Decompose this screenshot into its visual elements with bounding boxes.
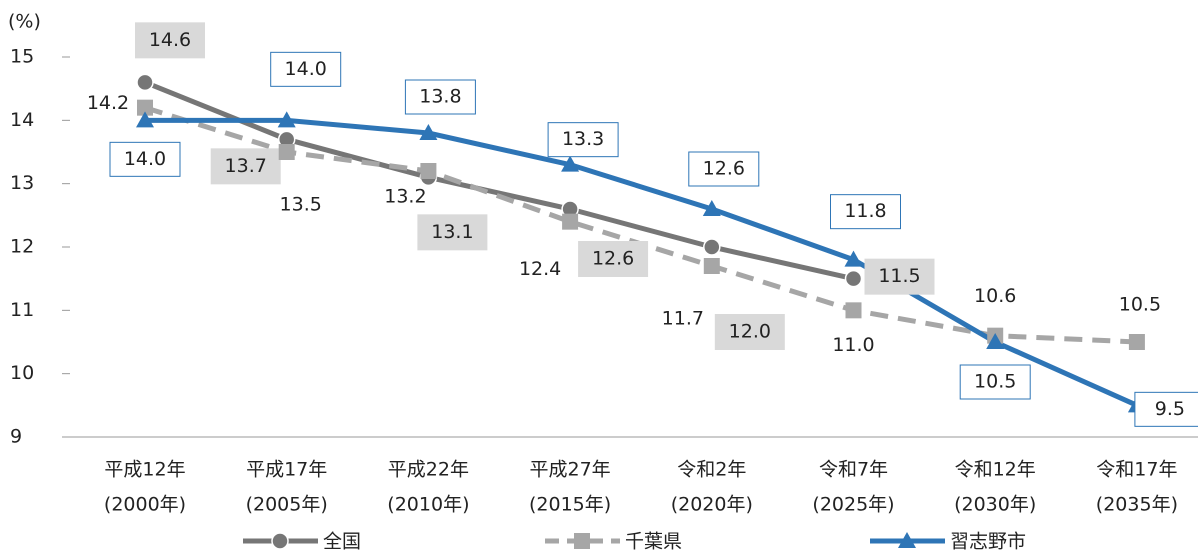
legend-label: 習志野市	[950, 531, 1026, 553]
label-box	[864, 258, 935, 295]
x-tick-label: (2030年)	[954, 494, 1036, 516]
label-box	[688, 151, 760, 187]
x-tick-label: 平成12年	[104, 459, 185, 481]
data-point	[137, 99, 153, 116]
legend-marker	[574, 533, 590, 549]
y-tick-label: 14	[10, 109, 34, 131]
y-tick-label: 11	[10, 299, 34, 321]
data-point	[278, 144, 295, 160]
x-tick-label: (2005年)	[246, 494, 328, 516]
label-box	[830, 194, 901, 230]
x-tick-label: 平成27年	[530, 459, 611, 481]
data-label: 14.0	[124, 148, 166, 170]
data-label: 13.3	[562, 128, 604, 150]
x-tick-label: 令和17年	[1096, 459, 1177, 481]
data-label: 11.8	[844, 200, 886, 222]
label-box	[270, 51, 342, 87]
data-label: 12.6	[703, 158, 745, 180]
y-axis-label: (%)	[8, 11, 41, 33]
data-point	[136, 111, 154, 128]
data-point	[561, 155, 580, 172]
data-point	[986, 333, 1005, 349]
data-label: 11.5	[878, 265, 920, 287]
y-tick-label: 15	[10, 46, 34, 68]
label-box	[210, 148, 281, 185]
data-label: 14.0	[285, 58, 327, 80]
data-point	[845, 302, 862, 319]
x-tick-label: 平成22年	[388, 459, 469, 481]
data-point	[420, 163, 437, 179]
data-label: 13.7	[225, 155, 267, 177]
label-box	[417, 214, 488, 251]
label-box	[714, 314, 785, 350]
data-label: 13.1	[431, 221, 473, 243]
data-point	[844, 269, 863, 288]
data-point	[562, 213, 579, 230]
y-tick-label: 9	[10, 426, 22, 448]
data-label: 14.2	[87, 92, 129, 114]
data-point	[1128, 334, 1145, 350]
label-box	[109, 141, 181, 177]
data-point	[703, 238, 721, 256]
data-point	[703, 258, 720, 274]
data-label: 13.2	[384, 186, 426, 208]
data-point	[702, 200, 721, 216]
data-label: 12.4	[519, 258, 561, 280]
x-tick-label: (2010年)	[387, 494, 469, 516]
series-line	[144, 80, 855, 282]
series-line	[145, 117, 1138, 408]
data-label: 14.6	[149, 29, 191, 51]
x-tick-label: (2035年)	[1096, 494, 1178, 516]
data-label: 10.6	[974, 285, 1016, 307]
data-label: 11.0	[832, 334, 874, 356]
label-box	[578, 241, 649, 277]
legend-label: 千葉県	[625, 531, 682, 553]
y-tick-label: 13	[10, 172, 34, 194]
label-box	[547, 122, 619, 158]
data-label: 13.5	[280, 194, 322, 216]
data-label: 10.5	[974, 371, 1016, 393]
x-tick-label: 令和7年	[819, 459, 888, 481]
x-tick-label: 令和2年	[677, 459, 746, 481]
data-point	[277, 111, 296, 128]
label-box	[404, 79, 476, 115]
legend-label: 全国	[323, 531, 361, 553]
data-label: 9.5	[1155, 398, 1185, 420]
x-tick-label: 平成17年	[246, 459, 327, 481]
legend-marker	[271, 532, 289, 550]
y-tick-label: 10	[10, 362, 34, 384]
label-box	[135, 22, 205, 59]
data-label: 12.6	[592, 248, 634, 270]
x-tick-label: (2000年)	[104, 494, 186, 516]
data-label: 12.0	[729, 321, 771, 343]
data-point	[136, 73, 154, 92]
y-tick-label: 12	[10, 236, 34, 258]
data-point	[419, 124, 438, 140]
data-label: 10.5	[1119, 294, 1161, 316]
label-box	[1134, 391, 1198, 427]
x-tick-label: (2020年)	[671, 494, 753, 516]
x-tick-label: (2025年)	[812, 494, 894, 516]
data-point	[844, 250, 863, 267]
label-box	[959, 364, 1031, 400]
x-tick-label: 令和12年	[955, 459, 1036, 481]
data-label: 11.7	[662, 308, 704, 330]
x-tick-label: (2015年)	[529, 494, 611, 516]
legend-marker	[898, 532, 916, 548]
data-label: 13.8	[419, 86, 461, 108]
